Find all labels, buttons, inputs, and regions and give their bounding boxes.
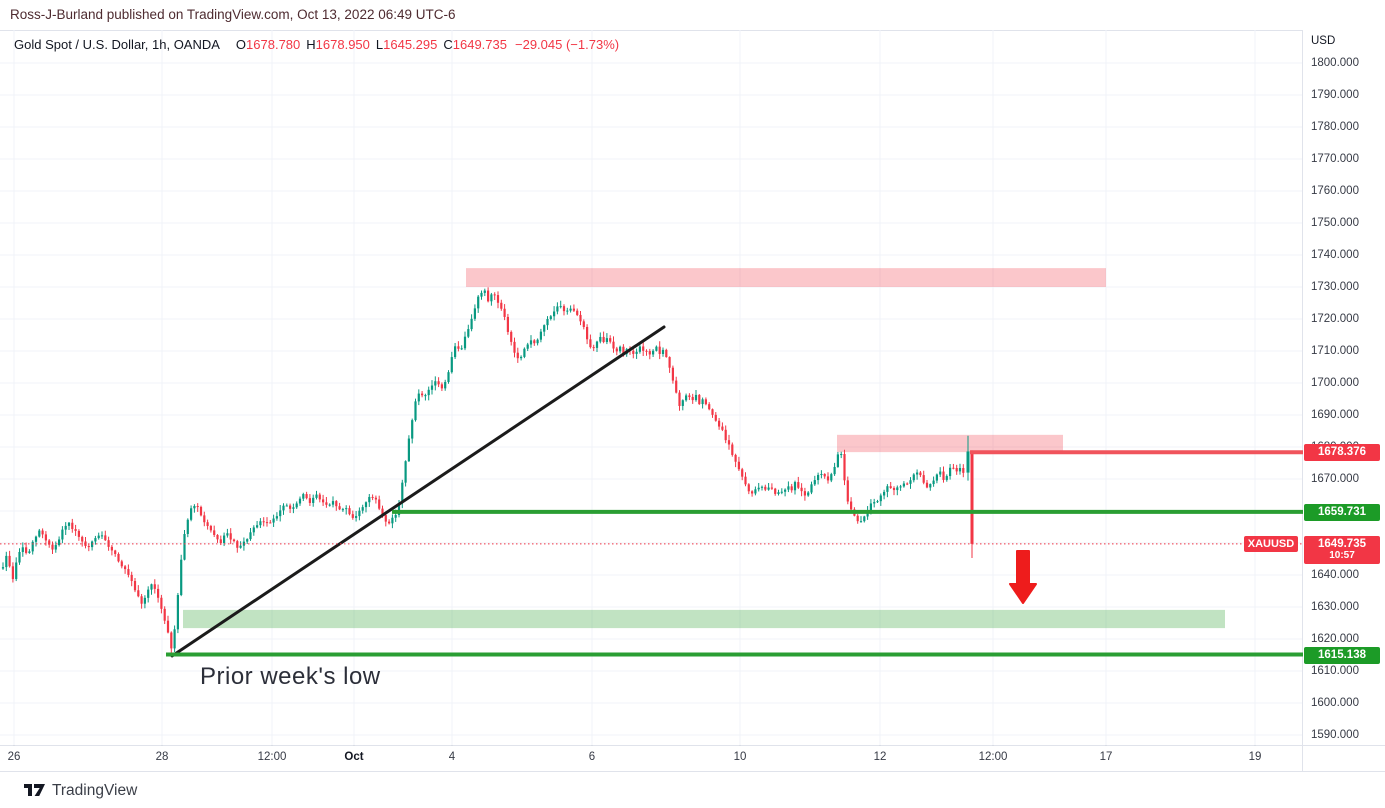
price-tick-label: 1740.000 [1311,249,1359,261]
bar-countdown: 10:57 [1329,549,1355,561]
time-axis[interactable]: 26 28 12:00 Oct 4 6 10 12 12:00 17 19 [0,746,1302,771]
ohlc-value: 1678.950 [315,37,370,52]
ohlc-value: 1649.735 [452,37,507,52]
price-tick-label: 1670.000 [1311,473,1359,485]
chart-legend: Gold Spot / U.S. Dollar, 1h, OANDA O1678.… [14,37,619,52]
price-tick-label: 1760.000 [1311,185,1359,197]
tradingview-brand[interactable]: TradingView [52,782,138,799]
ohlc-value: 1678.780 [246,37,301,52]
price-tick-label: 1780.000 [1311,121,1359,133]
price-level-label: 1615.138 [1304,646,1380,664]
price-tick-label: 1630.000 [1311,601,1359,613]
time-tick-label: 12 [873,751,887,763]
time-tick-label: 6 [588,751,596,763]
ohlc-key: C [443,37,453,52]
axis-currency-label: USD [1311,35,1336,47]
price-tick-label: 1600.000 [1311,697,1359,709]
down-arrow-icon [1009,550,1037,604]
price-tick-label: 1790.000 [1311,89,1359,101]
price-level-label: 1659.731 [1304,503,1380,521]
footer: TradingView [0,772,1385,808]
time-tick-label: 19 [1248,751,1262,763]
time-tick-label: 10 [733,751,747,763]
price-tick-label: 1640.000 [1311,569,1359,581]
price-tick-label: 1730.000 [1311,281,1359,293]
time-axis-separator [0,745,1385,746]
ohlc-values: O1678.780 H1678.950 L1645.295 C1649.735 −29.… [230,37,619,52]
price-tick-label: 1700.000 [1311,377,1359,389]
chart-bottom-border [0,771,1385,772]
price-tick-label: 1750.000 [1311,217,1359,229]
drawings[interactable] [0,325,1304,658]
ohlc-key: H [306,37,316,52]
time-tick-label: 4 [448,751,456,763]
price-tick-label: 1690.000 [1311,409,1359,421]
price-level-label: 1678.376 [1304,444,1380,462]
price-tick-label: 1770.000 [1311,153,1359,165]
price-tick-label: 1610.000 [1311,665,1359,677]
price-tick-label: 1620.000 [1311,633,1359,645]
price-axis-separator [1302,30,1303,771]
symbol-title[interactable]: Gold Spot / U.S. Dollar, 1h, OANDA [14,37,220,52]
ohlc-key: L [375,37,384,52]
price-level-label: 1649.735 10:57 [1304,535,1380,564]
publisher-text: Ross-J-Burland published on TradingView.… [10,7,456,22]
time-tick-label: Oct [344,751,364,763]
supply-demand-zones[interactable] [183,268,1225,629]
chart-top-border [0,30,1385,31]
time-tick-label: 17 [1099,751,1113,763]
change-value: −29.045 (−1.73%) [515,37,620,52]
price-tick-label: 1710.000 [1311,345,1359,357]
time-tick-label: 26 [7,751,21,763]
symbol-badge: XAUUSD [1244,535,1298,552]
price-tick-label: 1800.000 [1311,57,1359,69]
publisher-bar: Ross-J-Burland published on TradingView.… [0,0,1385,30]
time-tick-label: 28 [155,751,169,763]
time-tick-label: 12:00 [257,751,287,763]
price-tick-label: 1590.000 [1311,729,1359,741]
time-tick-label: 12:00 [978,751,1008,763]
tradingview-logo-icon[interactable] [24,781,46,804]
candles [1,287,974,653]
price-axis[interactable]: USD 1800.000 1790.000 1780.000 1770.000 1760… [1303,30,1385,745]
ohlc-value: 1645.295 [383,37,438,52]
ohlc-key: O [235,37,247,52]
prior-week-low-annotation: Prior week's low [200,663,381,690]
ascending-trendline [170,325,666,658]
price-tick-label: 1720.000 [1311,313,1359,325]
